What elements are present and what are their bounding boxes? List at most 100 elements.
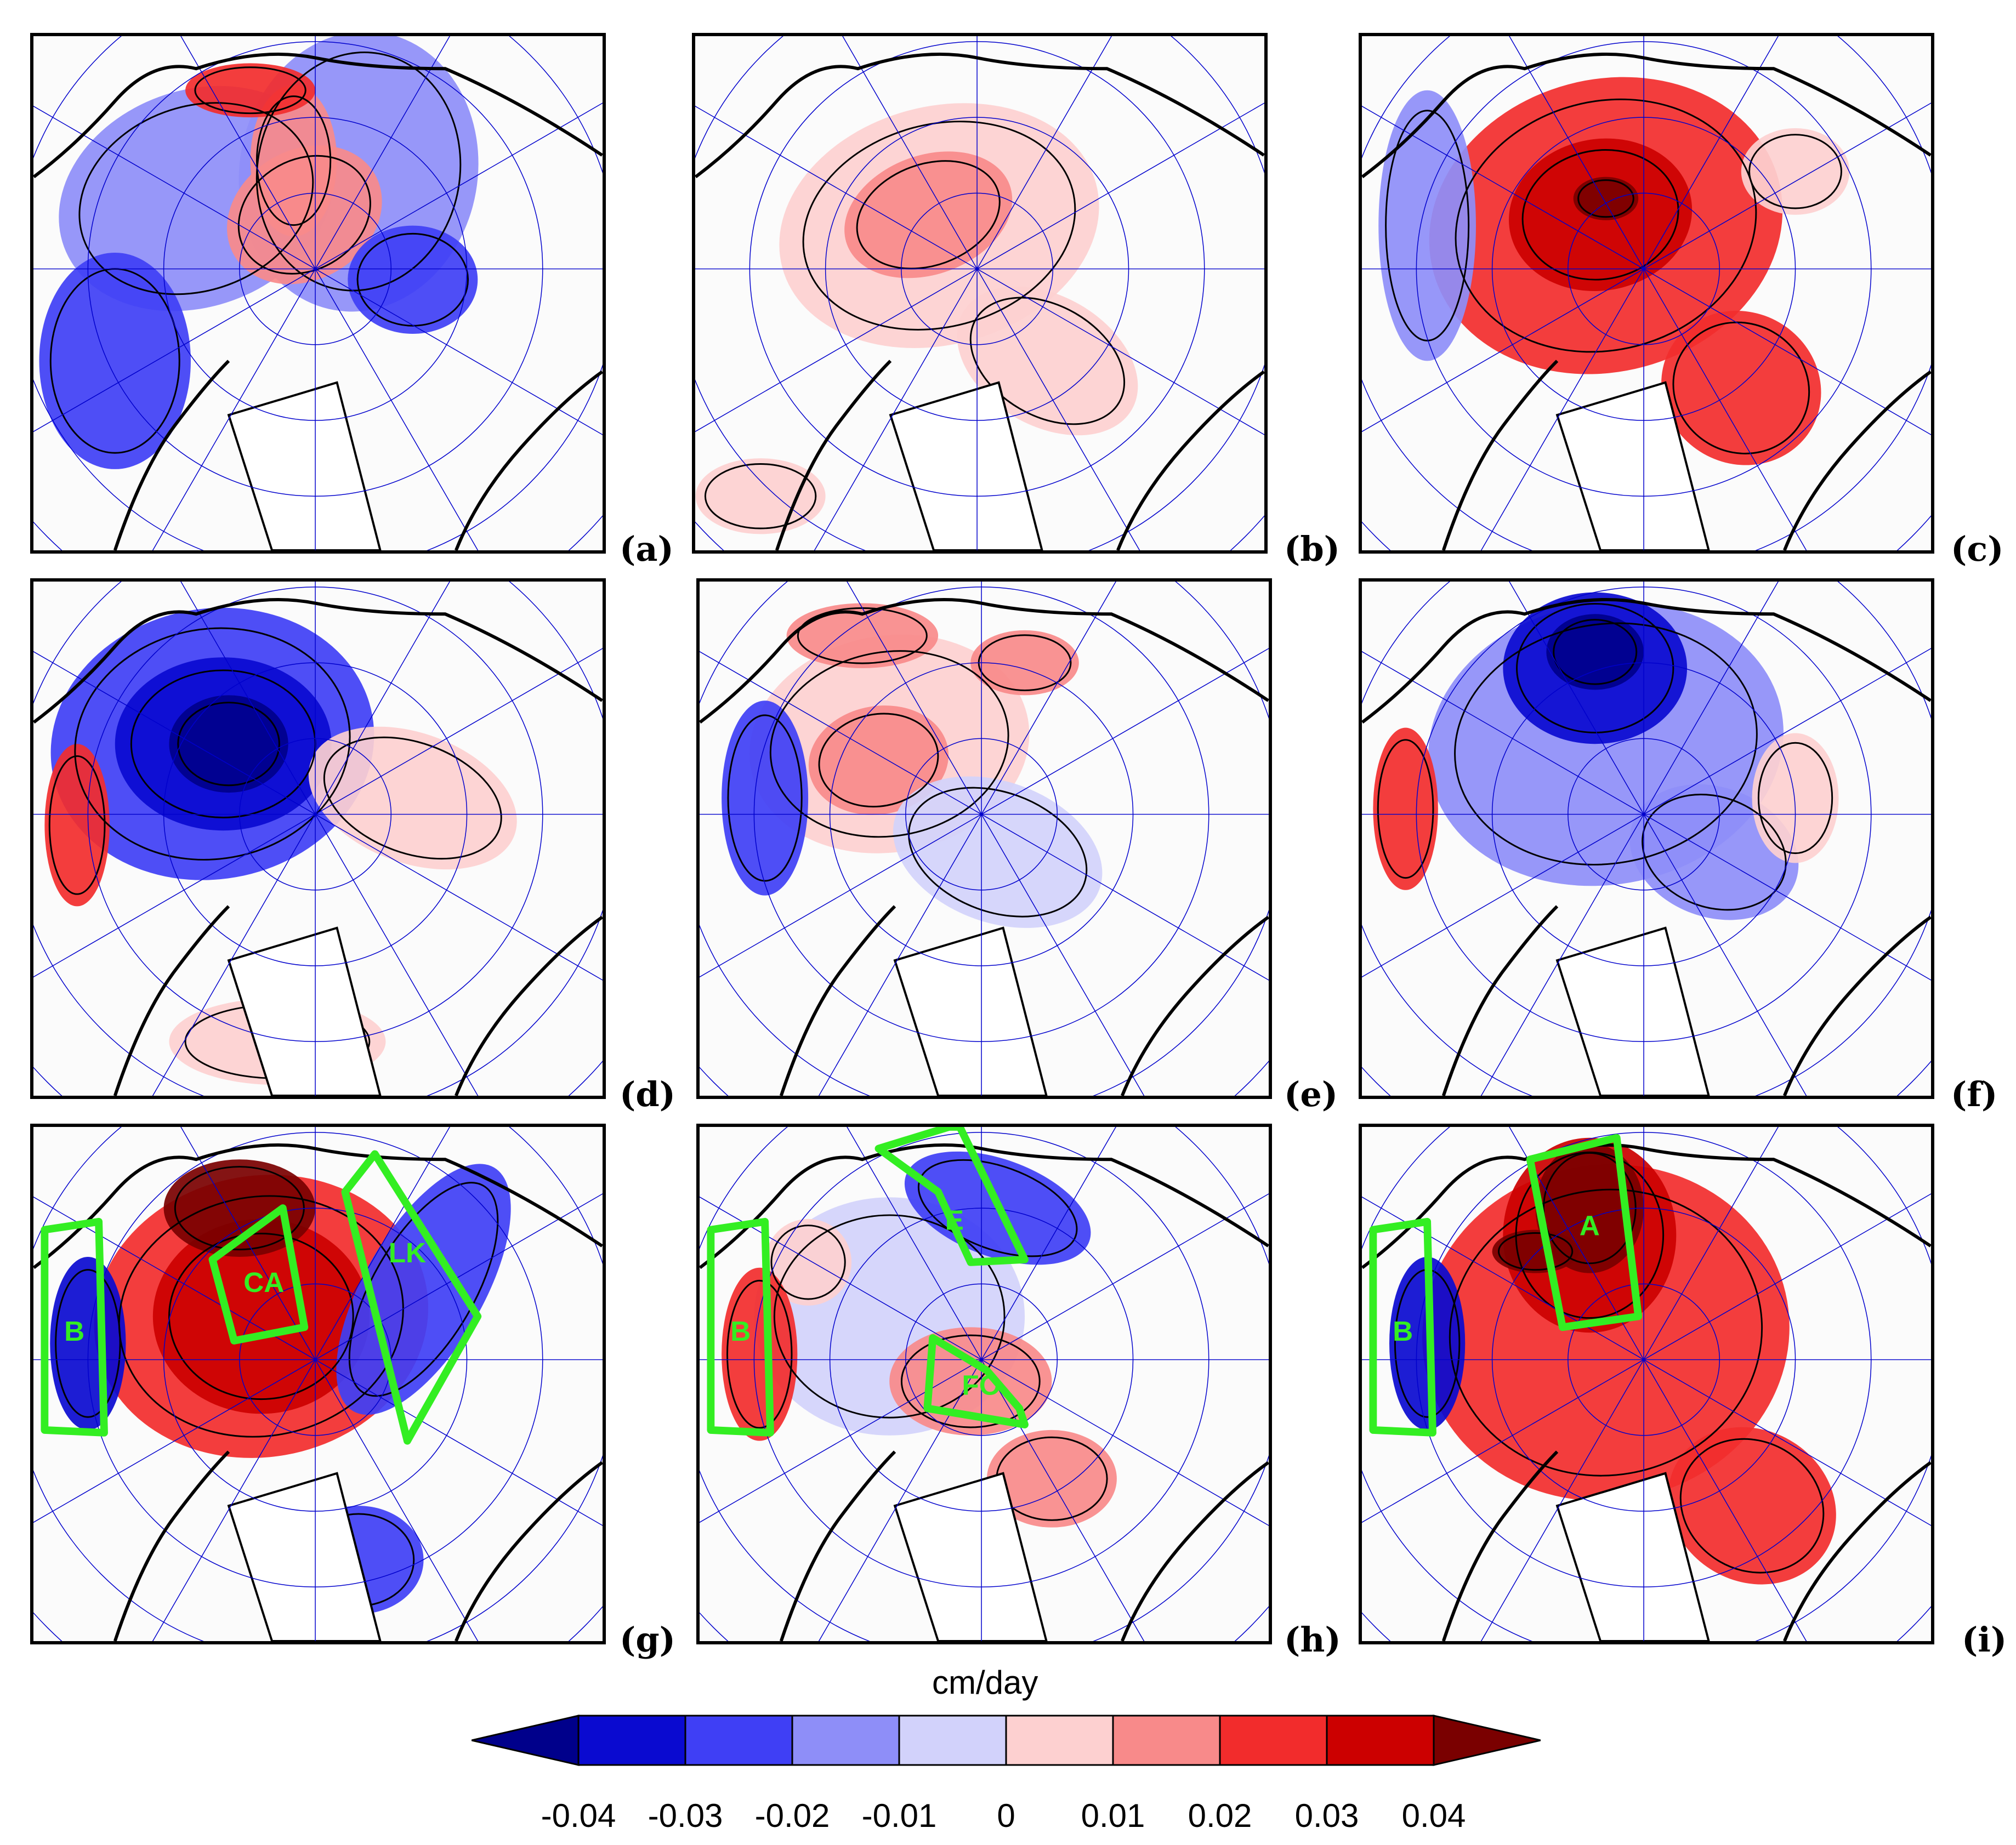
meridian-line: [700, 1196, 982, 1360]
colorbar-segment: [684, 1715, 793, 1766]
region-label-a: A: [1580, 1210, 1600, 1241]
meridian-line: [842, 36, 978, 269]
map-panel-h: B E FO: [696, 1124, 1272, 1644]
colorbar-segment: [1219, 1715, 1328, 1766]
meridian-line: [1643, 813, 1931, 981]
meridian-line: [1643, 582, 1779, 815]
greenland-land: [893, 926, 1048, 1096]
meridian-line: [700, 1359, 982, 1523]
region-label-e: E: [945, 1205, 964, 1236]
region-outline-ca: [208, 1204, 309, 1345]
colorbar-segment: [577, 1715, 686, 1766]
field-blob: [185, 63, 316, 118]
coastline: [1362, 52, 1931, 179]
colorbar-max-extend: [1433, 1715, 1541, 1766]
coastline: [775, 360, 1264, 550]
meridian-line: [315, 582, 451, 815]
meridian-line: [1643, 1127, 1779, 1360]
panel-label-a: (a): [620, 529, 674, 569]
contour-line: [1553, 619, 1638, 685]
field-blob: [1373, 727, 1438, 890]
meridian-line: [33, 813, 316, 978]
meridian-line: [315, 268, 603, 435]
region-outline-e: [874, 1127, 1029, 1266]
greenland-land: [227, 1472, 382, 1641]
meridian-line: [315, 1193, 603, 1360]
contour-line: [770, 1225, 846, 1300]
meridian-line: [976, 102, 1264, 270]
meridian-line: [315, 814, 479, 1096]
region-outline-fo: [923, 1334, 1029, 1428]
meridian-line: [1643, 1193, 1931, 1360]
contour-line: [969, 297, 1126, 425]
contour-line: [1516, 603, 1674, 733]
meridian-line: [1362, 105, 1644, 270]
region-label-b: B: [730, 1316, 751, 1347]
coastline: [695, 52, 1264, 179]
coastline: [1441, 360, 1931, 550]
coastline: [33, 52, 603, 179]
colorbar-units: cm/day: [932, 1664, 1038, 1701]
contour-line: [74, 627, 351, 861]
meridian-line: [981, 1359, 1269, 1526]
meridian-line: [814, 269, 978, 550]
field-blob: [348, 225, 478, 334]
colorbar-tick-label: 0.04: [1401, 1797, 1466, 1834]
field-blob: [986, 1430, 1117, 1528]
contour-line: [1577, 179, 1634, 218]
panel-label-i: (i): [1962, 1620, 2007, 1660]
greenland-land: [227, 926, 382, 1096]
meridian-line: [981, 582, 1117, 815]
meridian-line: [1480, 814, 1644, 1096]
meridian-line: [180, 1127, 316, 1360]
meridian-line: [700, 813, 982, 978]
meridian-line: [818, 814, 982, 1096]
meridian-line: [1643, 36, 1779, 269]
contour-line: [48, 755, 106, 895]
meridian-line: [1643, 269, 1807, 550]
field-blob: [39, 252, 191, 469]
colorbar-tick-label: 0: [997, 1797, 1015, 1834]
coastline: [1362, 597, 1931, 724]
panel-label-b: (b): [1284, 529, 1341, 569]
region-label-fo: FO: [962, 1370, 1001, 1401]
coastline: [33, 597, 603, 724]
contour-line: [1748, 134, 1842, 209]
region-outline-a: [1526, 1134, 1643, 1331]
field-blob: [163, 1159, 316, 1257]
map-c: [1362, 36, 1931, 550]
meridian-line: [1362, 813, 1644, 978]
contour-line: [727, 714, 803, 882]
meridian-line: [152, 269, 316, 550]
meridian-line: [1643, 102, 1931, 270]
contour-line: [818, 713, 939, 808]
coastline: [33, 1143, 603, 1269]
map-panel-e: [696, 578, 1272, 1099]
greenland-land: [1555, 926, 1710, 1096]
contour-line: [1454, 622, 1758, 865]
contour-line: [55, 1269, 121, 1418]
meridian-line: [981, 648, 1269, 815]
field-blob: [1668, 1427, 1836, 1585]
field-blob: [765, 1218, 852, 1306]
region-label-b: B: [64, 1316, 84, 1347]
greenland-land: [893, 1472, 1048, 1641]
meridian-line: [847, 582, 982, 815]
region-label-lk: LK: [389, 1237, 426, 1268]
meridian-line: [981, 1193, 1269, 1360]
contour-line: [1672, 321, 1810, 454]
field-blob: [1573, 176, 1639, 220]
meridian-line: [1480, 269, 1644, 550]
coastline: [1441, 1450, 1931, 1641]
map-panel-f: [1359, 578, 1934, 1099]
colorbar-segment: [1326, 1715, 1435, 1766]
field-blob: [1492, 1229, 1579, 1273]
panel-label-g: (g): [620, 1620, 676, 1660]
colorbar-tick-label: 0.01: [1081, 1797, 1145, 1834]
contour-line: [356, 232, 469, 327]
field-blob: [722, 1267, 798, 1441]
map-e: [700, 582, 1269, 1096]
meridian-line: [1480, 1359, 1644, 1641]
colorbar: [472, 1715, 1541, 1766]
contour-line: [323, 736, 502, 860]
